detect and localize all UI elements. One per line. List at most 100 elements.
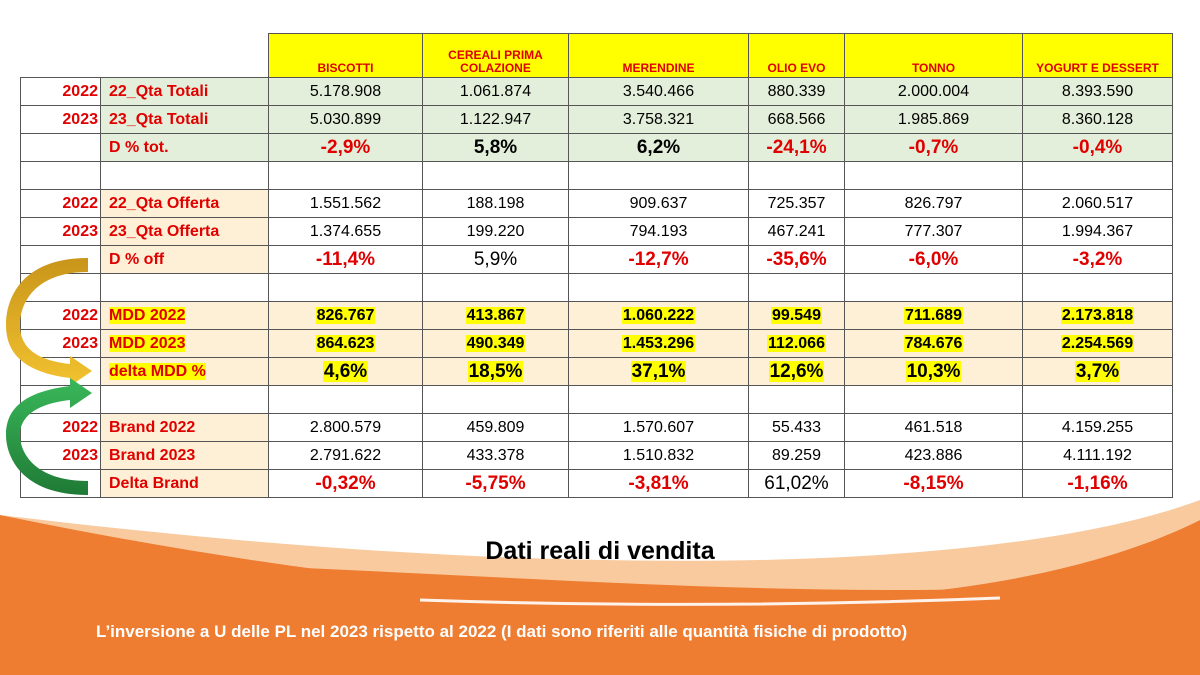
year-cell: 2023: [20, 441, 101, 470]
slide-footer: L’inversione a U delle PL nel 2023 rispe…: [96, 622, 908, 641]
value-cell: 826.767: [268, 301, 423, 330]
percent-cell: -35,6%: [748, 245, 845, 274]
table-row: 2023 23_Qta Totali 5.030.899 1.122.947 3…: [20, 105, 1173, 134]
value-cell: 188.198: [422, 189, 569, 218]
value-cell: 784.676: [844, 329, 1023, 358]
value-cell: 2.060.517: [1022, 189, 1173, 218]
header-row: BISCOTTI CEREALI PRIMA COLAZIONE MERENDI…: [21, 33, 1173, 78]
value-cell: 5.178.908: [268, 77, 423, 106]
percent-cell: -5,75%: [422, 469, 569, 498]
year-cell: 2022: [20, 77, 101, 106]
percent-cell: 5,8%: [422, 133, 569, 162]
spacer-row: [20, 385, 1173, 414]
column-header: BISCOTTI: [268, 33, 423, 78]
row-label: delta MDD %: [100, 357, 269, 386]
table-row: 2022 22_Qta Totali 5.178.908 1.061.874 3…: [20, 77, 1173, 106]
row-label: 22_Qta Totali: [100, 77, 269, 106]
percent-cell: -0,4%: [1022, 133, 1173, 162]
row-label: Brand 2023: [100, 441, 269, 470]
percent-cell: 12,6%: [748, 357, 845, 386]
value-cell: 668.566: [748, 105, 845, 134]
row-label: MDD 2022: [100, 301, 269, 330]
value-cell: 459.809: [422, 413, 569, 442]
value-cell: 2.800.579: [268, 413, 423, 442]
percent-cell: -12,7%: [568, 245, 749, 274]
value-cell: 909.637: [568, 189, 749, 218]
percent-cell: 10,3%: [844, 357, 1023, 386]
value-cell: 1.061.874: [422, 77, 569, 106]
percent-cell: -3,2%: [1022, 245, 1173, 274]
year-cell: 2022: [20, 413, 101, 442]
value-cell: 794.193: [568, 217, 749, 246]
sales-table: BISCOTTI CEREALI PRIMA COLAZIONE MERENDI…: [20, 33, 1173, 498]
percent-cell: -1,16%: [1022, 469, 1173, 498]
row-label: 23_Qta Offerta: [100, 217, 269, 246]
percent-cell: 18,5%: [422, 357, 569, 386]
value-cell: 725.357: [748, 189, 845, 218]
value-cell: 55.433: [748, 413, 845, 442]
value-cell: 1.510.832: [568, 441, 749, 470]
value-cell: 1.551.562: [268, 189, 423, 218]
table-row: delta MDD % 4,6% 18,5% 37,1% 12,6% 10,3%…: [20, 357, 1173, 386]
value-cell: 1.374.655: [268, 217, 423, 246]
row-label: 22_Qta Offerta: [100, 189, 269, 218]
table-row: Delta Brand -0,32% -5,75% -3,81% 61,02% …: [20, 469, 1173, 498]
value-cell: 1.985.869: [844, 105, 1023, 134]
percent-cell: -0,32%: [268, 469, 423, 498]
value-cell: 864.623: [268, 329, 423, 358]
percent-cell: -6,0%: [844, 245, 1023, 274]
table-row: 2022 Brand 2022 2.800.579 459.809 1.570.…: [20, 413, 1173, 442]
year-cell: 2023: [20, 217, 101, 246]
year-cell: [20, 469, 101, 498]
value-cell: 89.259: [748, 441, 845, 470]
value-cell: 2.000.004: [844, 77, 1023, 106]
value-cell: 112.066: [748, 329, 845, 358]
slide-subtitle: Dati reali di vendita: [485, 537, 715, 565]
row-label: 23_Qta Totali: [100, 105, 269, 134]
year-cell: 2023: [20, 105, 101, 134]
value-cell: 8.393.590: [1022, 77, 1173, 106]
value-cell: 467.241: [748, 217, 845, 246]
value-cell: 4.111.192: [1022, 441, 1173, 470]
column-header: MERENDINE: [568, 33, 749, 78]
percent-cell: -8,15%: [844, 469, 1023, 498]
value-cell: 2.254.569: [1022, 329, 1173, 358]
value-cell: 3.540.466: [568, 77, 749, 106]
percent-cell: 3,7%: [1022, 357, 1173, 386]
value-cell: 99.549: [748, 301, 845, 330]
value-cell: 826.797: [844, 189, 1023, 218]
value-cell: 880.339: [748, 77, 845, 106]
percent-cell: 6,2%: [568, 133, 749, 162]
row-label: MDD 2023: [100, 329, 269, 358]
spacer-row: [20, 161, 1173, 190]
table-row: 2023 Brand 2023 2.791.622 433.378 1.510.…: [20, 441, 1173, 470]
percent-cell: 4,6%: [268, 357, 423, 386]
percent-cell: -24,1%: [748, 133, 845, 162]
value-cell: 2.791.622: [268, 441, 423, 470]
value-cell: 1.122.947: [422, 105, 569, 134]
value-cell: 461.518: [844, 413, 1023, 442]
table-row: 2023 MDD 2023 864.623 490.349 1.453.296 …: [20, 329, 1173, 358]
value-cell: 199.220: [422, 217, 569, 246]
year-cell: [20, 245, 101, 274]
value-cell: 1.060.222: [568, 301, 749, 330]
table-row: D % tot. -2,9% 5,8% 6,2% -24,1% -0,7% -0…: [20, 133, 1173, 162]
year-cell: [20, 357, 101, 386]
row-label: D % off: [100, 245, 269, 274]
value-cell: 711.689: [844, 301, 1023, 330]
table-row: 2022 MDD 2022 826.767 413.867 1.060.222 …: [20, 301, 1173, 330]
table-row: 2023 23_Qta Offerta 1.374.655 199.220 79…: [20, 217, 1173, 246]
table-row: 2022 22_Qta Offerta 1.551.562 188.198 90…: [20, 189, 1173, 218]
value-cell: 1.994.367: [1022, 217, 1173, 246]
percent-cell: 61,02%: [748, 469, 845, 498]
percent-cell: -0,7%: [844, 133, 1023, 162]
value-cell: 1.453.296: [568, 329, 749, 358]
value-cell: 2.173.818: [1022, 301, 1173, 330]
value-cell: 8.360.128: [1022, 105, 1173, 134]
year-cell: [20, 133, 101, 162]
value-cell: 433.378: [422, 441, 569, 470]
column-header: CEREALI PRIMA COLAZIONE: [422, 33, 569, 78]
year-cell: 2022: [20, 189, 101, 218]
